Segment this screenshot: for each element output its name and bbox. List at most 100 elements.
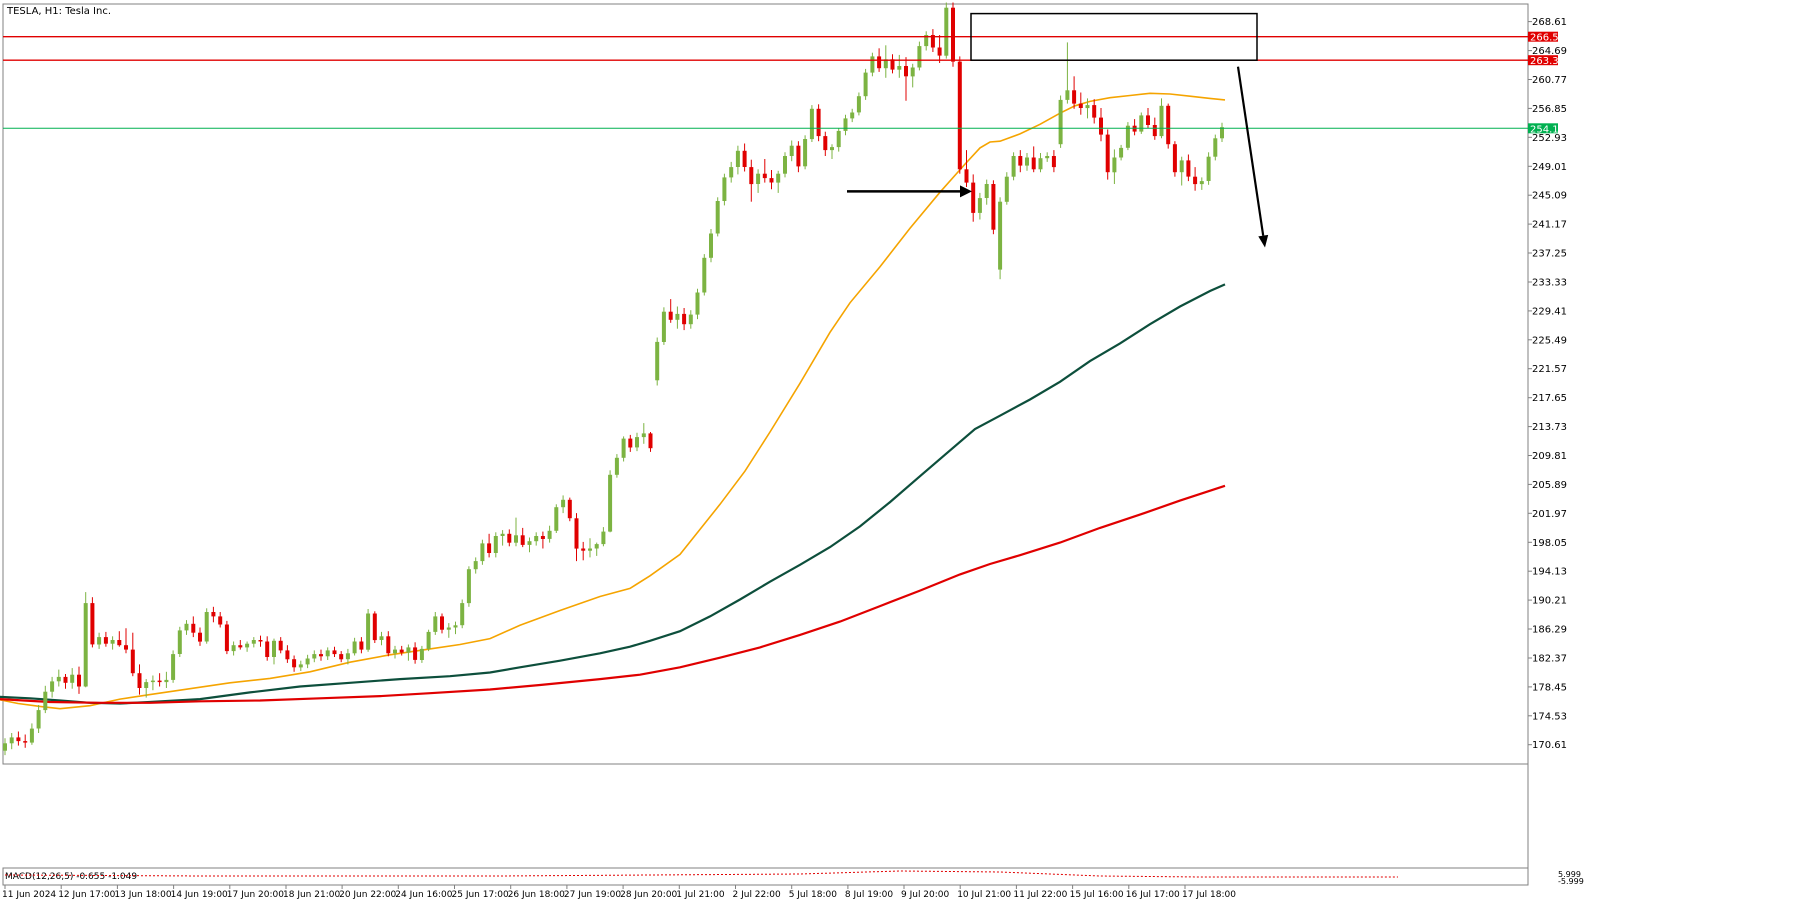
candle-body bbox=[345, 653, 350, 660]
time-tick-label: 18 Jun 21:00 bbox=[283, 890, 340, 900]
price-tick-label: 241.17 bbox=[1532, 220, 1567, 231]
level-price-label: 254.15 bbox=[1530, 124, 1565, 135]
time-tick-label: 17 Jul 18:00 bbox=[1182, 890, 1236, 900]
candle-body bbox=[500, 533, 505, 536]
candle-body bbox=[702, 257, 707, 293]
candle-body bbox=[1125, 125, 1130, 148]
level-price-label: 266.57 bbox=[1530, 33, 1565, 44]
time-tick-label: 28 Jun 20:00 bbox=[620, 890, 677, 900]
right-arrow-head[interactable] bbox=[960, 185, 972, 198]
candle-body bbox=[124, 645, 128, 650]
candle-body bbox=[668, 311, 673, 320]
price-tick-label: 245.09 bbox=[1532, 191, 1567, 202]
candle-body bbox=[1206, 156, 1211, 181]
time-tick-label: 17 Jun 20:00 bbox=[227, 890, 284, 900]
main-plot-frame bbox=[2, 3, 1529, 765]
candle-body bbox=[426, 631, 431, 649]
candle-body bbox=[29, 728, 34, 743]
candle-body bbox=[16, 737, 21, 742]
candle-body bbox=[406, 647, 411, 653]
time-tick-label: 13 Jun 18:00 bbox=[114, 890, 171, 900]
time-tick-label: 24 Jun 16:00 bbox=[395, 890, 452, 900]
candle-body bbox=[3, 743, 7, 751]
resistance-zone-rectangle[interactable] bbox=[970, 12, 1258, 61]
time-tick-label: 14 Jun 19:00 bbox=[171, 890, 228, 900]
candle-body bbox=[709, 233, 713, 258]
candle-body bbox=[446, 627, 451, 630]
candle-body bbox=[729, 167, 734, 178]
candle-body bbox=[904, 66, 908, 77]
candle-body bbox=[70, 674, 75, 683]
candle-body bbox=[137, 673, 142, 688]
candle-body bbox=[198, 632, 202, 642]
down-arrow-head[interactable] bbox=[1258, 234, 1269, 248]
candle-body bbox=[312, 654, 317, 659]
candle-body bbox=[117, 640, 122, 646]
candle-body bbox=[1099, 117, 1103, 135]
candle-body bbox=[588, 548, 592, 551]
candle-body bbox=[594, 544, 599, 549]
candle-body bbox=[258, 640, 263, 642]
candle-body bbox=[608, 474, 613, 532]
price-tick-label: 268.61 bbox=[1532, 17, 1567, 28]
price-tick-label: 201.97 bbox=[1532, 509, 1567, 520]
candle-body bbox=[628, 438, 633, 448]
candle-body bbox=[56, 676, 61, 682]
candle-body bbox=[1045, 156, 1050, 159]
candle-body bbox=[413, 647, 418, 660]
candle-body bbox=[23, 741, 28, 743]
candle-body bbox=[292, 659, 297, 668]
candle-body bbox=[783, 156, 787, 174]
candle-body bbox=[1058, 99, 1063, 145]
candle-body bbox=[991, 184, 996, 230]
candle-body bbox=[36, 710, 41, 729]
candle-body bbox=[433, 616, 438, 632]
candle-body bbox=[110, 640, 115, 644]
candle-body bbox=[1199, 181, 1204, 185]
candle-body bbox=[877, 56, 882, 69]
macd-scale-top: 5.999 bbox=[1558, 870, 1581, 879]
candle-body bbox=[43, 691, 48, 711]
candle-body bbox=[1025, 157, 1029, 166]
price-tick-label: 170.61 bbox=[1532, 740, 1567, 751]
price-tick-label: 198.05 bbox=[1532, 538, 1567, 549]
candle-body bbox=[789, 145, 794, 156]
time-axis: 11 Jun 2024 12 Jun 17:00 13 Jun 18:00 14 Ju… bbox=[2, 885, 1236, 900]
candle-body bbox=[843, 118, 848, 131]
symbol-title: TESLA, H1: Tesla Inc. bbox=[6, 6, 111, 17]
price-tick-label: 190.21 bbox=[1532, 596, 1567, 607]
price-tick-label: 213.73 bbox=[1532, 422, 1567, 433]
candle-body bbox=[177, 630, 182, 654]
time-tick-label: 25 Jun 17:00 bbox=[452, 890, 509, 900]
price-tick-label: 237.25 bbox=[1532, 249, 1567, 260]
candle-body bbox=[83, 603, 88, 687]
candle-body bbox=[164, 679, 169, 683]
time-tick-label: 8 Jul 19:00 bbox=[845, 890, 894, 900]
candle-body bbox=[97, 637, 102, 645]
candle-body bbox=[830, 147, 834, 151]
candle-body bbox=[1166, 105, 1171, 145]
price-tick-label: 252.93 bbox=[1532, 133, 1567, 144]
candle-body bbox=[641, 433, 646, 438]
candle-body bbox=[480, 543, 485, 562]
candle-body bbox=[756, 173, 761, 184]
horizontal-levels[interactable]: 266.57 263.39 254.15 bbox=[3, 31, 1565, 136]
time-tick-label: 26 Jun 18:00 bbox=[508, 890, 565, 900]
time-tick-label: 10 Jul 21:00 bbox=[957, 890, 1011, 900]
candle-body bbox=[850, 112, 855, 119]
candle-body bbox=[803, 139, 808, 167]
candle-body bbox=[574, 518, 579, 549]
candle-body bbox=[1112, 157, 1117, 173]
candle-body bbox=[245, 643, 250, 648]
candle-body bbox=[809, 108, 814, 140]
price-tick-label: 233.33 bbox=[1532, 278, 1567, 289]
time-tick-label: 5 Jul 18:00 bbox=[789, 890, 838, 900]
candle-body bbox=[1179, 160, 1184, 173]
candle-body bbox=[419, 648, 424, 660]
down-arrow-shaft[interactable] bbox=[1236, 66, 1265, 236]
ma-fast-line bbox=[0, 92, 1226, 710]
candle-body bbox=[1146, 115, 1150, 125]
annotations[interactable] bbox=[847, 12, 1269, 248]
candle-body bbox=[325, 650, 330, 657]
